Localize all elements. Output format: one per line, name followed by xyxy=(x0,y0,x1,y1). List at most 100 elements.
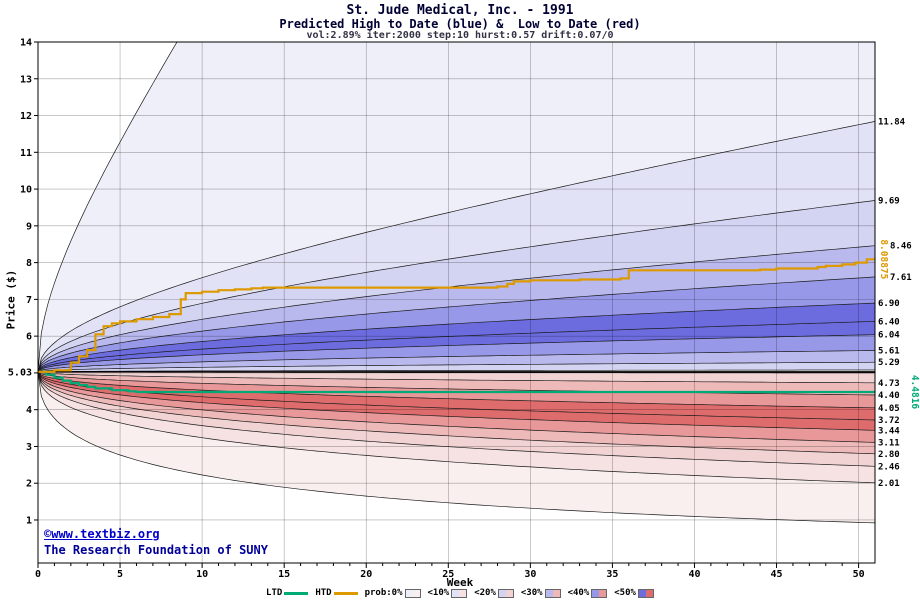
legend-prob-swatch-3 xyxy=(544,588,561,598)
legend-prob-0: prob:0% xyxy=(365,588,421,598)
legend-prob-4: <40% xyxy=(568,588,608,598)
legend-prob-swatch-2 xyxy=(497,588,514,598)
x-tick-label: 40 xyxy=(688,569,700,580)
legend-prob-3-label: <30% xyxy=(520,588,543,598)
low-fan-decile-curve xyxy=(38,371,875,524)
institution-credit: The Research Foundation of SUNY xyxy=(44,543,268,557)
low-fan-decile-curve xyxy=(38,371,875,455)
curve-end-label: 11.84 xyxy=(878,117,906,127)
x-tick-label: 0 xyxy=(35,569,41,580)
y-tick-label: 7 xyxy=(26,295,32,306)
low-fan-decile-curve xyxy=(38,371,875,431)
y-tick-label: 1 xyxy=(26,515,32,526)
high-fan-band xyxy=(38,121,875,372)
probability-bands xyxy=(38,42,875,524)
chart-parameters: vol:2.89% iter:2000 step:10 hurst:0.57 d… xyxy=(306,30,614,41)
high-fan-band xyxy=(38,303,875,372)
plot-border xyxy=(37,41,876,564)
y-tick-label: 14 xyxy=(20,38,32,49)
high-fan-band xyxy=(38,42,875,372)
y-tick-label: 4 xyxy=(26,405,32,416)
legend-prob-swatch-4 xyxy=(591,588,608,598)
curve-end-label: 3.11 xyxy=(878,438,900,448)
legend-prob-2: <20% xyxy=(474,588,514,598)
legend-prob-swatch-1 xyxy=(451,588,468,598)
htd-end-label: 8.08875 xyxy=(878,239,889,279)
low-fan-band xyxy=(38,371,875,483)
x-tick-label: 50 xyxy=(853,569,865,580)
y-tick-label: 11 xyxy=(20,148,32,159)
ltd-end-label: 4.4816 xyxy=(909,375,920,410)
legend-ltd: LTD xyxy=(266,588,309,598)
legend-htd: HTD xyxy=(315,588,358,598)
x-tick-label: 25 xyxy=(442,569,454,580)
legend-prob-1-label: <10% xyxy=(427,588,450,598)
y-tick-label: 13 xyxy=(20,74,32,85)
curve-end-label: 3.72 xyxy=(878,416,900,426)
high-fan-decile-curve xyxy=(38,121,875,372)
high-fan-decile-curve xyxy=(38,350,875,373)
y-tick-label: 12 xyxy=(20,111,32,122)
curve-end-label: 4.73 xyxy=(878,379,900,389)
start-price-label: 5.03 xyxy=(8,367,32,378)
legend-prob-swatch-0 xyxy=(404,588,421,598)
curve-end-label: 2.01 xyxy=(878,479,900,489)
x-axis-title: Week xyxy=(446,576,474,589)
ltd-line xyxy=(38,370,875,394)
high-fan-decile-curve xyxy=(38,276,875,372)
curve-end-label: 6.90 xyxy=(878,299,900,309)
curve-end-label: 4.40 xyxy=(878,391,900,401)
high-fan-decile-curve xyxy=(38,200,875,372)
low-fan-band xyxy=(38,371,875,395)
high-fan-decile-curve xyxy=(38,321,875,373)
curve-end-label: 2.80 xyxy=(878,450,900,460)
low-fan-band xyxy=(38,371,875,420)
htd-line xyxy=(38,258,875,373)
x-tick-label: 30 xyxy=(524,569,536,580)
legend-ltd-label: LTD xyxy=(266,588,283,598)
low-fan-decile-curve xyxy=(38,371,875,484)
legend-prob-2-label: <20% xyxy=(474,588,496,598)
legend-prob-4-label: <40% xyxy=(567,588,590,598)
high-fan-decile-curve xyxy=(38,302,875,372)
high-fan-decile-curve xyxy=(38,245,875,372)
curve-end-label: 6.04 xyxy=(878,331,900,341)
copyright-link[interactable]: ©www.textbiz.org xyxy=(44,527,160,541)
chart-subtitle: Predicted High to Date (blue) & Low to D… xyxy=(279,17,641,31)
low-fan-decile-curve xyxy=(38,371,875,384)
curve-end-label: 9.69 xyxy=(878,196,900,206)
legend-htd-label: HTD xyxy=(315,588,332,598)
high-fan-band xyxy=(38,362,875,372)
curve-end-label: 4.05 xyxy=(878,404,900,414)
curve-end-label: 3.44 xyxy=(878,426,900,436)
low-fan-decile-curve xyxy=(38,371,875,443)
x-tick-label: 20 xyxy=(360,569,372,580)
x-tick-label: 10 xyxy=(196,569,208,580)
low-fan-band xyxy=(38,371,875,431)
high-fan-band xyxy=(38,276,875,372)
low-fan-band xyxy=(38,371,875,408)
legend-prob-1: <10% xyxy=(428,588,468,598)
y-tick-label: 2 xyxy=(26,479,32,490)
curve-end-label: 2.46 xyxy=(878,462,900,472)
curve-end-label: 5.29 xyxy=(878,358,900,368)
curve-end-label: 5.61 xyxy=(878,346,900,356)
legend-prob-3: <30% xyxy=(521,588,561,598)
high-fan-band xyxy=(38,200,875,372)
high-fan-band xyxy=(38,245,875,372)
high-fan-band xyxy=(38,321,875,372)
legend-ltd-swatch xyxy=(284,591,309,595)
curve-end-label: 8.46 xyxy=(890,242,912,252)
high-fan-decile-curve xyxy=(38,42,178,372)
legend-htd-swatch xyxy=(333,591,358,595)
x-tick-label: 15 xyxy=(278,569,290,580)
legend: LTD HTD prob:0% <10% <20% <30% <40% <50% xyxy=(0,588,920,598)
x-tick-label: 45 xyxy=(771,569,783,580)
low-fan-band xyxy=(38,371,875,383)
curve-end-label: 7.61 xyxy=(890,273,912,283)
y-tick-label: 6 xyxy=(26,332,32,343)
high-fan-decile-curve xyxy=(38,334,875,373)
y-tick-label: 9 xyxy=(26,221,32,232)
